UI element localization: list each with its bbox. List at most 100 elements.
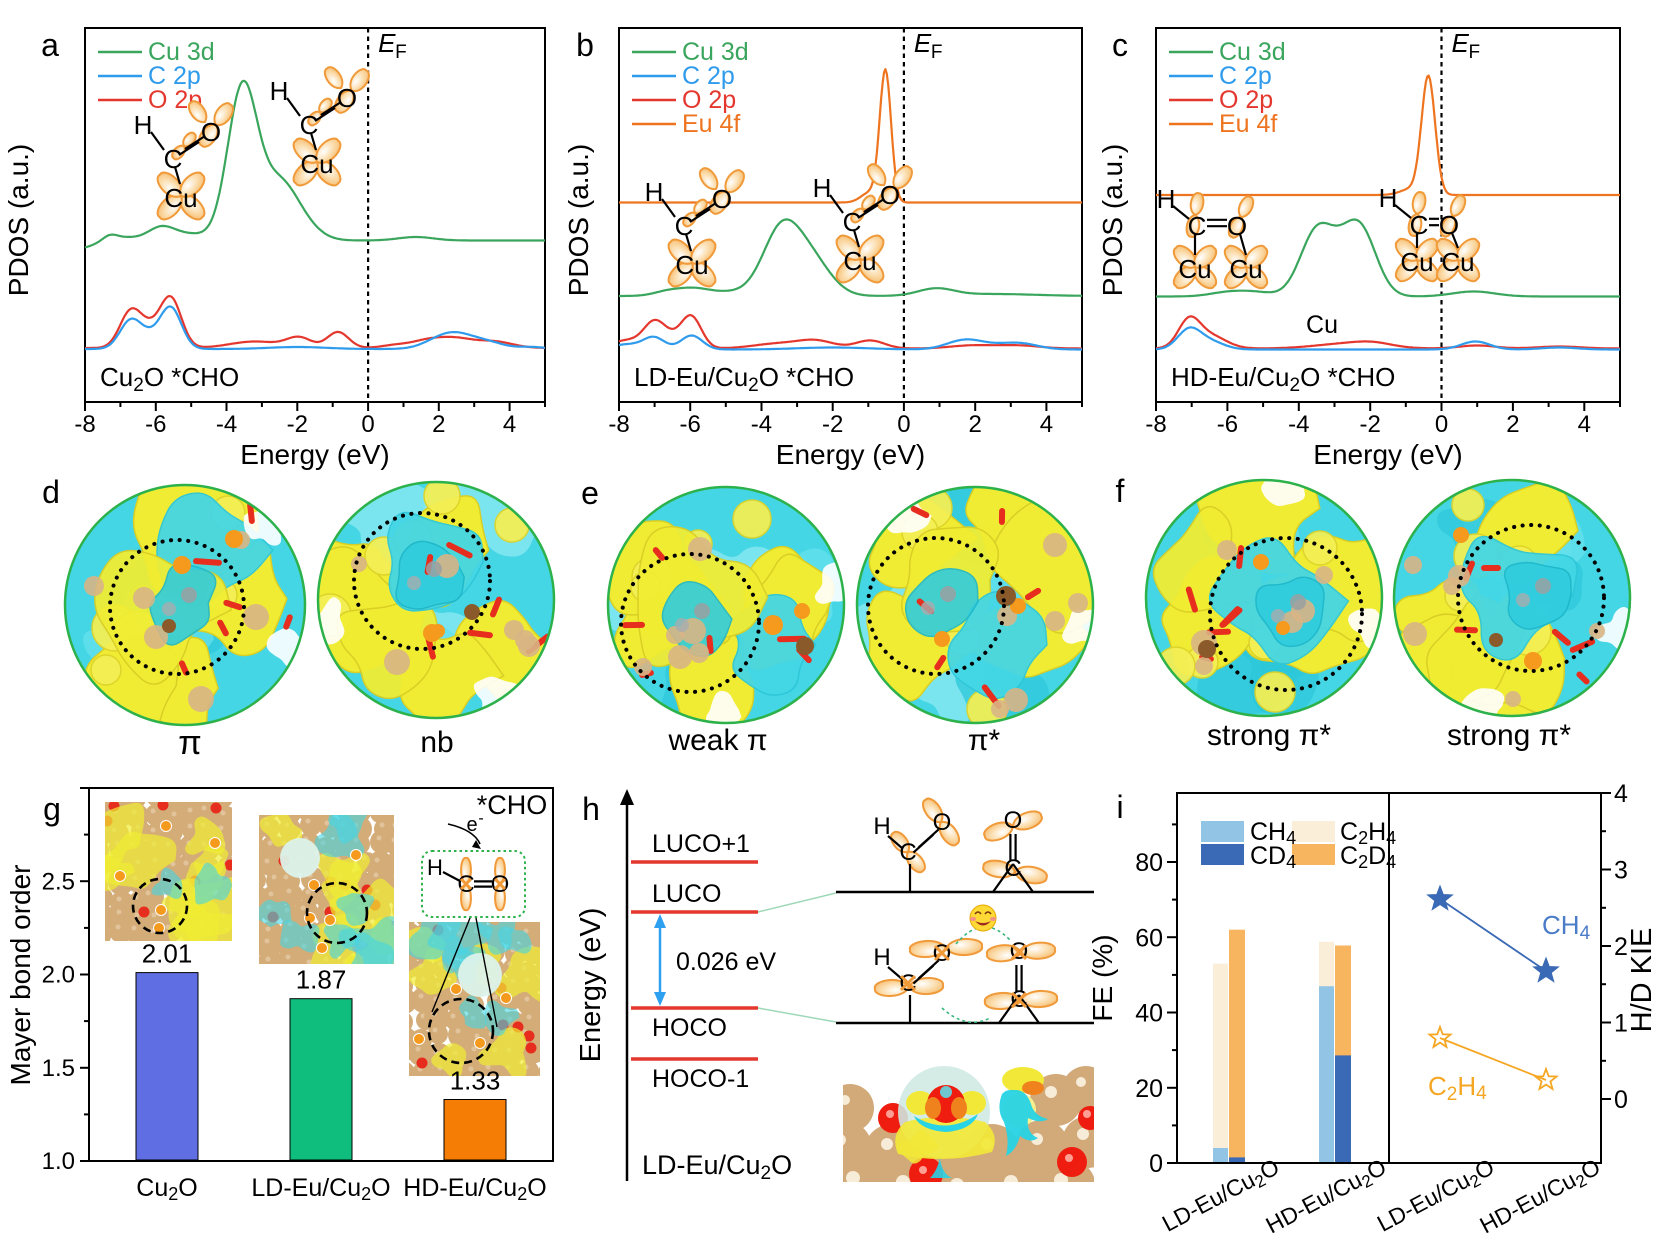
svg-text:0.026 eV: 0.026 eV (676, 948, 776, 976)
svg-text:O: O (201, 117, 221, 147)
svg-text:strong π*: strong π* (1207, 719, 1331, 752)
svg-text:H/D KIE: H/D KIE (1626, 928, 1658, 1033)
svg-text:-8: -8 (608, 411, 629, 438)
svg-text:-4: -4 (216, 411, 237, 438)
svg-text:Cu: Cu (1178, 254, 1211, 284)
svg-text:E: E (1452, 28, 1470, 58)
svg-text:HOCO-1: HOCO-1 (652, 1065, 749, 1093)
svg-text:C: C (164, 144, 183, 174)
svg-text:Cu2O: Cu2O (136, 1174, 197, 1204)
svg-text:C2D4: C2D4 (1340, 842, 1396, 872)
svg-text:Cu 3d: Cu 3d (682, 38, 749, 66)
svg-text:LUCO+1: LUCO+1 (652, 830, 750, 858)
svg-text:i: i (1116, 789, 1123, 825)
svg-text:4: 4 (503, 411, 516, 438)
svg-text:2.0: 2.0 (42, 962, 75, 989)
svg-text:Cu: Cu (164, 183, 197, 213)
svg-text:g: g (43, 791, 61, 827)
svg-text:40: 40 (1135, 1000, 1163, 1028)
svg-text:-4: -4 (751, 411, 772, 438)
svg-text:C: C (843, 207, 862, 237)
svg-text:HOCO: HOCO (652, 1014, 727, 1042)
svg-text:-: - (478, 810, 483, 827)
svg-text:π: π (178, 724, 201, 762)
svg-text:C: C (1004, 855, 1021, 882)
svg-text:C: C (1188, 211, 1207, 241)
svg-text:H: H (270, 76, 289, 106)
svg-text:2: 2 (1614, 933, 1628, 961)
svg-text:O: O (1439, 210, 1459, 240)
svg-text:O: O (880, 180, 900, 210)
svg-text:Energy (eV): Energy (eV) (240, 439, 389, 470)
svg-text:LUCO: LUCO (652, 880, 721, 908)
svg-text:e: e (466, 814, 477, 836)
svg-text:PDOS (a.u.): PDOS (a.u.) (563, 144, 594, 296)
svg-text:H: H (427, 855, 443, 880)
svg-text:-2: -2 (822, 411, 843, 438)
svg-text:Cu: Cu (1229, 254, 1262, 284)
svg-text:1.87: 1.87 (296, 965, 347, 995)
svg-text:Cu: Cu (1400, 247, 1433, 277)
svg-text:C: C (1410, 210, 1429, 240)
svg-text:80: 80 (1135, 849, 1163, 877)
svg-text:O: O (1004, 807, 1023, 834)
svg-text:nb: nb (420, 726, 453, 759)
svg-text:f: f (1116, 473, 1125, 509)
svg-text:e: e (581, 475, 599, 511)
svg-text:0: 0 (1149, 1150, 1163, 1178)
svg-text:Cu: Cu (300, 149, 333, 179)
svg-text:Eu 4f: Eu 4f (682, 110, 740, 138)
svg-text:PDOS (a.u.): PDOS (a.u.) (1097, 144, 1128, 296)
svg-text:-6: -6 (1217, 411, 1238, 438)
svg-text:FE (%): FE (%) (1087, 934, 1118, 1021)
svg-text:60: 60 (1135, 924, 1163, 952)
svg-text:2.01: 2.01 (142, 939, 193, 969)
svg-text:1.33: 1.33 (450, 1065, 501, 1095)
svg-text:H: H (873, 813, 890, 840)
svg-text:E: E (378, 28, 396, 58)
svg-text:E: E (914, 28, 932, 58)
svg-text:Mayer bond order: Mayer bond order (5, 864, 36, 1085)
svg-text:d: d (42, 474, 60, 510)
svg-text:2: 2 (432, 411, 445, 438)
svg-text:O: O (337, 83, 357, 113)
svg-text:a: a (41, 27, 59, 63)
svg-text:h: h (582, 791, 600, 827)
svg-text:C: C (899, 839, 916, 866)
svg-text:Cu: Cu (675, 250, 708, 280)
svg-text:2: 2 (1506, 411, 1519, 438)
svg-text:4: 4 (1578, 411, 1591, 438)
svg-text:H: H (873, 944, 890, 971)
svg-text:H: H (813, 173, 832, 203)
svg-text:strong π*: strong π* (1447, 719, 1571, 752)
svg-text:O 2p: O 2p (1219, 86, 1273, 114)
svg-text:1.0: 1.0 (42, 1148, 75, 1175)
svg-text:H: H (645, 177, 664, 207)
svg-text:C 2p: C 2p (148, 62, 201, 90)
svg-text:-2: -2 (1359, 411, 1380, 438)
svg-text:-8: -8 (74, 411, 95, 438)
svg-text:Energy (eV): Energy (eV) (776, 439, 925, 470)
svg-text:C 2p: C 2p (1219, 62, 1272, 90)
svg-text:Cu: Cu (843, 246, 876, 276)
svg-text:O: O (712, 184, 732, 214)
svg-text:0: 0 (1614, 1086, 1628, 1114)
svg-text:-6: -6 (145, 411, 166, 438)
svg-text:c: c (1112, 27, 1128, 63)
svg-text:4: 4 (1614, 780, 1628, 808)
svg-text:4: 4 (1040, 411, 1053, 438)
svg-text:0: 0 (1435, 411, 1448, 438)
svg-text:C 2p: C 2p (682, 62, 735, 90)
svg-text:Eu 4f: Eu 4f (1219, 110, 1277, 138)
svg-text:1: 1 (1614, 1010, 1628, 1038)
svg-text:-2: -2 (287, 411, 308, 438)
svg-text:Cu: Cu (1306, 311, 1338, 339)
svg-text:0: 0 (361, 411, 374, 438)
svg-text:2.5: 2.5 (42, 868, 75, 895)
svg-text:0: 0 (897, 411, 910, 438)
svg-text:H: H (134, 110, 153, 140)
svg-text:LD-Eu/Cu2O *CHO: LD-Eu/Cu2O *CHO (634, 362, 854, 396)
svg-text:F: F (931, 42, 943, 63)
svg-text:-8: -8 (1145, 411, 1166, 438)
svg-text:2: 2 (968, 411, 981, 438)
